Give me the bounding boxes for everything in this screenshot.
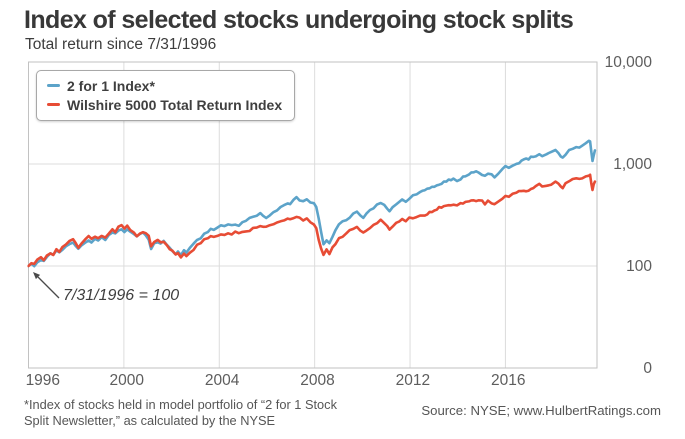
legend-swatch-wilshire-icon — [47, 102, 60, 107]
y-axis-label: 1,000 — [613, 156, 652, 173]
x-axis-label: 2016 — [491, 372, 525, 389]
legend-label-2for1: 2 for 1 Index* — [67, 77, 155, 94]
annotation-arrow-icon — [37, 276, 60, 299]
footnote-line-1: *Index of stocks held in model portfolio… — [24, 397, 337, 412]
legend-label-wilshire: Wilshire 5000 Total Return Index — [67, 96, 283, 113]
series-line-wilshire — [27, 173, 597, 268]
annotation-arrowhead-icon — [33, 272, 41, 280]
x-axis-label: 2008 — [300, 372, 334, 389]
x-axis-label: 2012 — [396, 372, 430, 389]
legend-swatch-2for1-icon — [47, 83, 60, 88]
legend-item-wilshire: Wilshire 5000 Total Return Index — [47, 95, 282, 114]
x-axis-label: 2000 — [110, 372, 145, 389]
footnote-line-2: Split Newsletter,” as calculated by the … — [24, 413, 276, 428]
page-title: Index of selected stocks undergoing stoc… — [24, 6, 574, 34]
footnote: *Index of stocks held in model portfolio… — [24, 397, 337, 429]
chart-subtitle: Total return since 7/31/1996 — [25, 36, 217, 53]
y-axis-label: 100 — [626, 258, 652, 275]
series-line-2for1 — [27, 139, 597, 268]
x-axis-label: 2004 — [205, 372, 240, 389]
chart-legend: 2 for 1 Index* Wilshire 5000 Total Retur… — [36, 70, 296, 121]
plot-border — [28, 61, 598, 369]
source-credit: Source: NYSE; www.HulbertRatings.com — [421, 403, 661, 418]
legend-item-2for1: 2 for 1 Index* — [47, 76, 282, 95]
y-axis-label: 10,000 — [605, 54, 653, 71]
x-axis-label: 1996 — [26, 372, 60, 389]
y-axis-label: 0 — [643, 360, 652, 377]
start-value-annotation: 7/31/1996 = 100 — [63, 287, 180, 304]
